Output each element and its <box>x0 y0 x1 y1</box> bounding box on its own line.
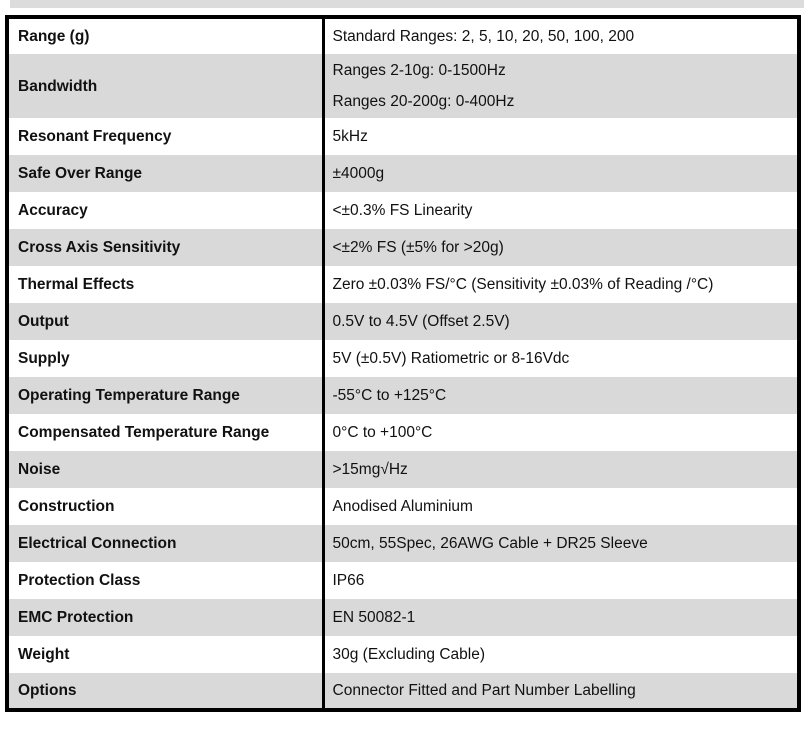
spec-value: ±4000g <box>321 155 799 192</box>
table-row: Resonant Frequency 5kHz <box>7 118 799 155</box>
spec-value: Zero ±0.03% FS/°C (Sensitivity ±0.03% of… <box>321 266 799 303</box>
table-row: Construction Anodised Aluminium <box>7 488 799 525</box>
spec-value: 5V (±0.5V) Ratiometric or 8-16Vdc <box>321 340 799 377</box>
spec-label: Noise <box>7 451 323 488</box>
table-row: Range (g) Standard Ranges: 2, 5, 10, 20,… <box>7 17 799 54</box>
spec-label: Compensated Temperature Range <box>18 424 270 441</box>
spec-label: Protection Class <box>18 572 141 589</box>
spec-label: Safe Over Range <box>7 155 323 192</box>
spec-value: >15mg√Hz <box>321 451 799 488</box>
spec-value: Connector Fitted and Part Number Labelli… <box>321 673 799 710</box>
spec-label: EMC Protection <box>7 599 323 636</box>
spec-value: 30g (Excluding Cable) <box>321 636 799 673</box>
table-row: Thermal Effects Zero ±0.03% FS/°C (Sensi… <box>7 266 799 303</box>
table-row: Noise >15mg√Hz <box>7 451 799 488</box>
table-row: Accuracy <±0.3% FS Linearity <box>7 192 799 229</box>
table-row: Protection Class IP66 <box>7 562 799 599</box>
spec-value: 50cm, 55Spec, 26AWG Cable + DR25 Sleeve <box>321 525 799 562</box>
table-row: Operating Temperature Range -55°C to +12… <box>7 377 799 414</box>
spec-value: IP66 <box>321 562 799 599</box>
spec-value: EN 50082-1 <box>321 599 799 636</box>
spec-value: <±0.3% FS Linearity <box>321 192 799 229</box>
table-row: Weight 30g (Excluding Cable) <box>7 636 799 673</box>
spec-label: Weight <box>18 646 70 663</box>
spec-label: Resonant Frequency <box>18 128 172 145</box>
table-row: Output 0.5V to 4.5V (Offset 2.5V) <box>7 303 799 340</box>
spec-label: Bandwidth <box>7 54 323 118</box>
top-divider-bar <box>10 0 804 8</box>
spec-value: Anodised Aluminium <box>321 488 799 525</box>
spec-value: 5kHz <box>321 118 799 155</box>
spec-label: Cross Axis Sensitivity <box>7 229 323 266</box>
spec-value: Ranges 2-10g: 0-1500Hz Ranges 20-200g: 0… <box>321 54 799 118</box>
table-row: Supply 5V (±0.5V) Ratiometric or 8-16Vdc <box>7 340 799 377</box>
spec-label: Options <box>7 673 323 710</box>
table-row: Safe Over Range ±4000g <box>7 155 799 192</box>
spec-label: Output <box>7 303 323 340</box>
spec-value: Standard Ranges: 2, 5, 10, 20, 50, 100, … <box>321 17 799 54</box>
spec-value: <±2% FS (±5% for >20g) <box>321 229 799 266</box>
table-row: EMC Protection EN 50082-1 <box>7 599 799 636</box>
spec-label: Accuracy <box>18 202 88 219</box>
table-row: Compensated Temperature Range 0°C to +10… <box>7 414 799 451</box>
specifications-table: Range (g) Standard Ranges: 2, 5, 10, 20,… <box>5 15 801 712</box>
table-row: Options Connector Fitted and Part Number… <box>7 673 799 710</box>
table-row: Cross Axis Sensitivity <±2% FS (±5% for … <box>7 229 799 266</box>
spec-label: Operating Temperature Range <box>7 377 323 414</box>
table-row: Bandwidth Ranges 2-10g: 0-1500Hz Ranges … <box>7 54 799 118</box>
spec-label: Construction <box>18 498 115 515</box>
spec-label: Electrical Connection <box>7 525 323 562</box>
table-row: Electrical Connection 50cm, 55Spec, 26AW… <box>7 525 799 562</box>
spec-value: 0°C to +100°C <box>321 414 799 451</box>
spec-value: 0.5V to 4.5V (Offset 2.5V) <box>321 303 799 340</box>
spec-label: Thermal Effects <box>18 276 135 293</box>
spec-label: Range (g) <box>18 28 90 45</box>
spec-value: -55°C to +125°C <box>321 377 799 414</box>
spec-label: Supply <box>18 350 70 367</box>
